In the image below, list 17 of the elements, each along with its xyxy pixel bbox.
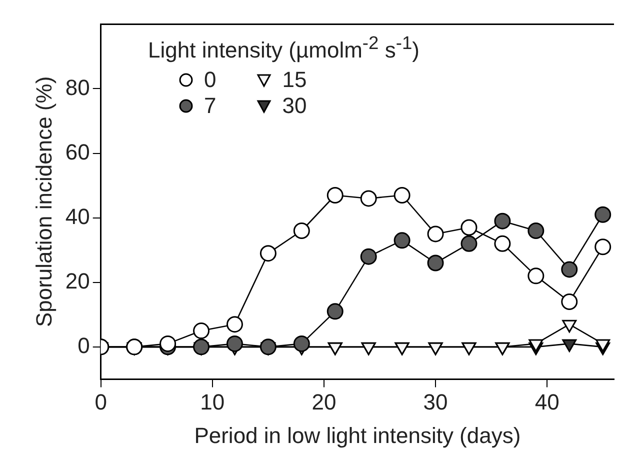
y-tick-label: 0 bbox=[78, 332, 90, 358]
legend-label: 15 bbox=[282, 67, 307, 94]
x-tick-label: 30 bbox=[423, 389, 448, 414]
legend-title: Light intensity (µmolm$^{-2}$ s$^{-1}$) bbox=[148, 32, 420, 64]
x-tick-label: 20 bbox=[312, 389, 336, 414]
y-tick-label: 40 bbox=[65, 204, 90, 229]
legend-label: 30 bbox=[282, 93, 307, 120]
y-tick-label: 20 bbox=[65, 268, 90, 294]
x-axis-title: Period in low light intensity (days) bbox=[194, 422, 521, 448]
x-tick-label: 0 bbox=[94, 389, 107, 414]
x-tick-label: 40 bbox=[534, 389, 560, 414]
legend-label: 7 bbox=[204, 93, 216, 120]
legend-label: 0 bbox=[204, 67, 216, 94]
y-axis-title: Sporulation incidence (%) bbox=[31, 76, 56, 328]
x-tick-label: 10 bbox=[200, 389, 225, 414]
y-tick-label: 80 bbox=[65, 74, 90, 100]
y-tick-label: 60 bbox=[65, 139, 90, 164]
